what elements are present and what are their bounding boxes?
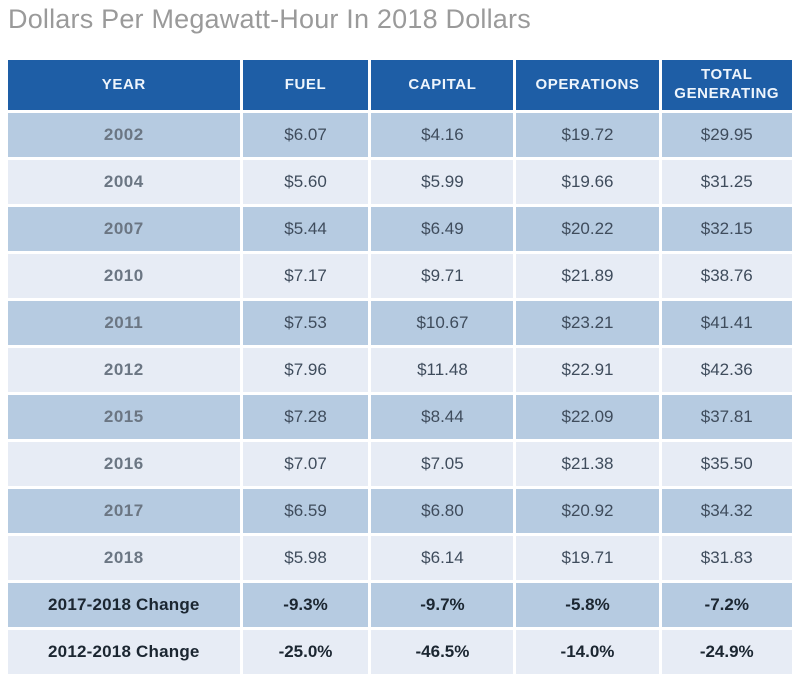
operations-value-cell: $19.72 bbox=[516, 113, 659, 157]
column-header-capital: CAPITAL bbox=[371, 60, 514, 110]
table-row: 2018 $5.98 $6.14 $19.71 $31.83 bbox=[8, 536, 792, 580]
fuel-value-cell: $5.98 bbox=[242, 536, 369, 580]
total-value-cell: $32.15 bbox=[661, 207, 792, 251]
capital-value-cell: -9.7% bbox=[371, 583, 514, 627]
total-value-cell: -24.9% bbox=[661, 630, 792, 674]
header-row: YEAR FUEL CAPITAL OPERATIONS TOTAL GENER… bbox=[8, 60, 792, 110]
year-cell: 2004 bbox=[8, 160, 240, 204]
column-header-operations: OPERATIONS bbox=[516, 60, 659, 110]
capital-value-cell: $10.67 bbox=[371, 301, 514, 345]
operations-value-cell: $19.71 bbox=[516, 536, 659, 580]
fuel-value-cell: $6.07 bbox=[242, 113, 369, 157]
fuel-value-cell: $7.53 bbox=[242, 301, 369, 345]
operations-value-cell: $21.38 bbox=[516, 442, 659, 486]
fuel-value-cell: $7.07 bbox=[242, 442, 369, 486]
fuel-value-cell: $7.96 bbox=[242, 348, 369, 392]
table-row: 2016 $7.07 $7.05 $21.38 $35.50 bbox=[8, 442, 792, 486]
table-row: 2002 $6.07 $4.16 $19.72 $29.95 bbox=[8, 113, 792, 157]
table-row: 2012-2018 Change -25.0% -46.5% -14.0% -2… bbox=[8, 630, 792, 674]
total-value-cell: $35.50 bbox=[661, 442, 792, 486]
total-value-cell: -7.2% bbox=[661, 583, 792, 627]
table-body: 2002 $6.07 $4.16 $19.72 $29.95 2004 $5.6… bbox=[8, 113, 792, 674]
capital-value-cell: $6.14 bbox=[371, 536, 514, 580]
year-cell: 2002 bbox=[8, 113, 240, 157]
table-header: YEAR FUEL CAPITAL OPERATIONS TOTAL GENER… bbox=[8, 60, 792, 110]
capital-value-cell: $11.48 bbox=[371, 348, 514, 392]
operations-value-cell: $22.09 bbox=[516, 395, 659, 439]
fuel-value-cell: $6.59 bbox=[242, 489, 369, 533]
year-cell: 2015 bbox=[8, 395, 240, 439]
fuel-value-cell: $5.44 bbox=[242, 207, 369, 251]
table-row: 2004 $5.60 $5.99 $19.66 $31.25 bbox=[8, 160, 792, 204]
operations-value-cell: $19.66 bbox=[516, 160, 659, 204]
table-row: 2011 $7.53 $10.67 $23.21 $41.41 bbox=[8, 301, 792, 345]
capital-value-cell: -46.5% bbox=[371, 630, 514, 674]
fuel-value-cell: $7.28 bbox=[242, 395, 369, 439]
total-value-cell: $34.32 bbox=[661, 489, 792, 533]
year-cell: 2012 bbox=[8, 348, 240, 392]
year-cell: 2018 bbox=[8, 536, 240, 580]
table-row: 2012 $7.96 $11.48 $22.91 $42.36 bbox=[8, 348, 792, 392]
table-row: 2010 $7.17 $9.71 $21.89 $38.76 bbox=[8, 254, 792, 298]
table-row: 2017 $6.59 $6.80 $20.92 $34.32 bbox=[8, 489, 792, 533]
year-cell: 2007 bbox=[8, 207, 240, 251]
year-cell: 2010 bbox=[8, 254, 240, 298]
column-header-fuel: FUEL bbox=[242, 60, 369, 110]
fuel-value-cell: -9.3% bbox=[242, 583, 369, 627]
table-row: 2007 $5.44 $6.49 $20.22 $32.15 bbox=[8, 207, 792, 251]
total-value-cell: $31.25 bbox=[661, 160, 792, 204]
year-cell: 2017-2018 Change bbox=[8, 583, 240, 627]
page-title: Dollars Per Megawatt-Hour In 2018 Dollar… bbox=[8, 4, 531, 34]
year-cell: 2011 bbox=[8, 301, 240, 345]
operations-value-cell: -5.8% bbox=[516, 583, 659, 627]
operations-value-cell: -14.0% bbox=[516, 630, 659, 674]
capital-value-cell: $5.99 bbox=[371, 160, 514, 204]
cost-table: YEAR FUEL CAPITAL OPERATIONS TOTAL GENER… bbox=[5, 57, 795, 677]
capital-value-cell: $4.16 bbox=[371, 113, 514, 157]
year-cell: 2017 bbox=[8, 489, 240, 533]
operations-value-cell: $22.91 bbox=[516, 348, 659, 392]
capital-value-cell: $9.71 bbox=[371, 254, 514, 298]
total-value-cell: $38.76 bbox=[661, 254, 792, 298]
capital-value-cell: $6.80 bbox=[371, 489, 514, 533]
table-row: 2017-2018 Change -9.3% -9.7% -5.8% -7.2% bbox=[8, 583, 792, 627]
fuel-value-cell: $5.60 bbox=[242, 160, 369, 204]
table-row: 2015 $7.28 $8.44 $22.09 $37.81 bbox=[8, 395, 792, 439]
column-header-total-generating: TOTAL GENERATING bbox=[661, 60, 792, 110]
fuel-value-cell: $7.17 bbox=[242, 254, 369, 298]
total-value-cell: $29.95 bbox=[661, 113, 792, 157]
total-value-cell: $42.36 bbox=[661, 348, 792, 392]
operations-value-cell: $21.89 bbox=[516, 254, 659, 298]
operations-value-cell: $23.21 bbox=[516, 301, 659, 345]
capital-value-cell: $6.49 bbox=[371, 207, 514, 251]
total-value-cell: $31.83 bbox=[661, 536, 792, 580]
capital-value-cell: $7.05 bbox=[371, 442, 514, 486]
capital-value-cell: $8.44 bbox=[371, 395, 514, 439]
year-cell: 2016 bbox=[8, 442, 240, 486]
column-header-year: YEAR bbox=[8, 60, 240, 110]
operations-value-cell: $20.92 bbox=[516, 489, 659, 533]
fuel-value-cell: -25.0% bbox=[242, 630, 369, 674]
total-value-cell: $37.81 bbox=[661, 395, 792, 439]
operations-value-cell: $20.22 bbox=[516, 207, 659, 251]
total-value-cell: $41.41 bbox=[661, 301, 792, 345]
year-cell: 2012-2018 Change bbox=[8, 630, 240, 674]
